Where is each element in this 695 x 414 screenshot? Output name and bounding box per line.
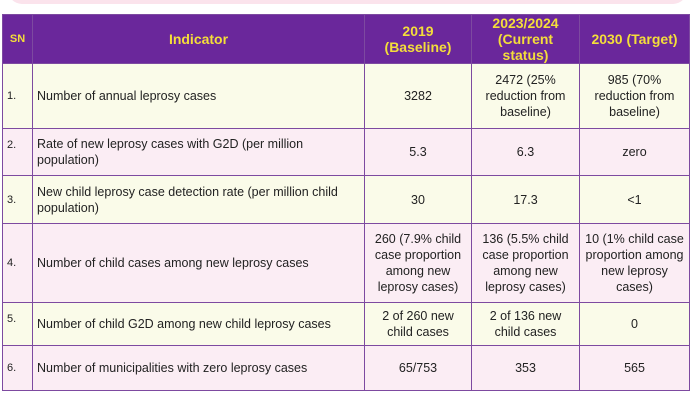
row-indicator: Number of annual leprosy cases bbox=[32, 63, 365, 129]
row-baseline: 5.3 bbox=[364, 128, 472, 176]
header-2019-baseline: 2019 (Baseline) bbox=[364, 14, 472, 64]
row-indicator: Rate of new leprosy cases with G2D (per … bbox=[32, 128, 365, 176]
row-current: 136 (5.5% child case proportion among ne… bbox=[471, 223, 580, 303]
row-current: 353 bbox=[471, 345, 580, 391]
table-row: 1. Number of annual leprosy cases 3282 2… bbox=[2, 63, 690, 129]
row-target: zero bbox=[579, 128, 690, 176]
indicators-table: SN Indicator 2019 (Baseline) 2023/2024 (… bbox=[2, 14, 690, 391]
header-2023-2024-current: 2023/2024 (Current status) bbox=[471, 14, 580, 64]
row-baseline: 30 bbox=[364, 175, 472, 224]
row-sn: 3. bbox=[2, 175, 33, 224]
row-baseline: 260 (7.9% child case proportion among ne… bbox=[364, 223, 472, 303]
row-target: 565 bbox=[579, 345, 690, 391]
row-current: 2 of 136 new child cases bbox=[471, 302, 580, 346]
row-current: 2472 (25% reduction from baseline) bbox=[471, 63, 580, 129]
row-current: 6.3 bbox=[471, 128, 580, 176]
row-baseline: 2 of 260 new child cases bbox=[364, 302, 472, 346]
table-row: 3. New child leprosy case detection rate… bbox=[2, 175, 690, 224]
header-2030-target: 2030 (Target) bbox=[579, 14, 690, 64]
row-target: 0 bbox=[579, 302, 690, 346]
table-row: 4. Number of child cases among new lepro… bbox=[2, 223, 690, 303]
table-header-row: SN Indicator 2019 (Baseline) 2023/2024 (… bbox=[2, 14, 690, 64]
top-pill-shape bbox=[8, 0, 687, 4]
row-current: 17.3 bbox=[471, 175, 580, 224]
row-sn: 6. bbox=[2, 345, 33, 391]
row-sn: 5. bbox=[2, 302, 33, 346]
row-indicator: Number of municipalities with zero lepro… bbox=[32, 345, 365, 391]
row-indicator: Number of child cases among new leprosy … bbox=[32, 223, 365, 303]
row-target: <1 bbox=[579, 175, 690, 224]
row-indicator: Number of child G2D among new child lepr… bbox=[32, 302, 365, 346]
table-row: 2. Rate of new leprosy cases with G2D (p… bbox=[2, 128, 690, 176]
table-row: 5. Number of child G2D among new child l… bbox=[2, 302, 690, 346]
row-baseline: 65/753 bbox=[364, 345, 472, 391]
top-decoration bbox=[0, 0, 695, 6]
header-indicator: Indicator bbox=[32, 14, 365, 64]
table-row: 6. Number of municipalities with zero le… bbox=[2, 345, 690, 391]
row-target: 985 (70% reduction from baseline) bbox=[579, 63, 690, 129]
row-sn: 1. bbox=[2, 63, 33, 129]
header-sn: SN bbox=[2, 14, 33, 64]
row-indicator: New child leprosy case detection rate (p… bbox=[32, 175, 365, 224]
row-sn: 2. bbox=[2, 128, 33, 176]
row-sn: 4. bbox=[2, 223, 33, 303]
row-baseline: 3282 bbox=[364, 63, 472, 129]
row-target: 10 (1% child case proportion among new l… bbox=[579, 223, 690, 303]
